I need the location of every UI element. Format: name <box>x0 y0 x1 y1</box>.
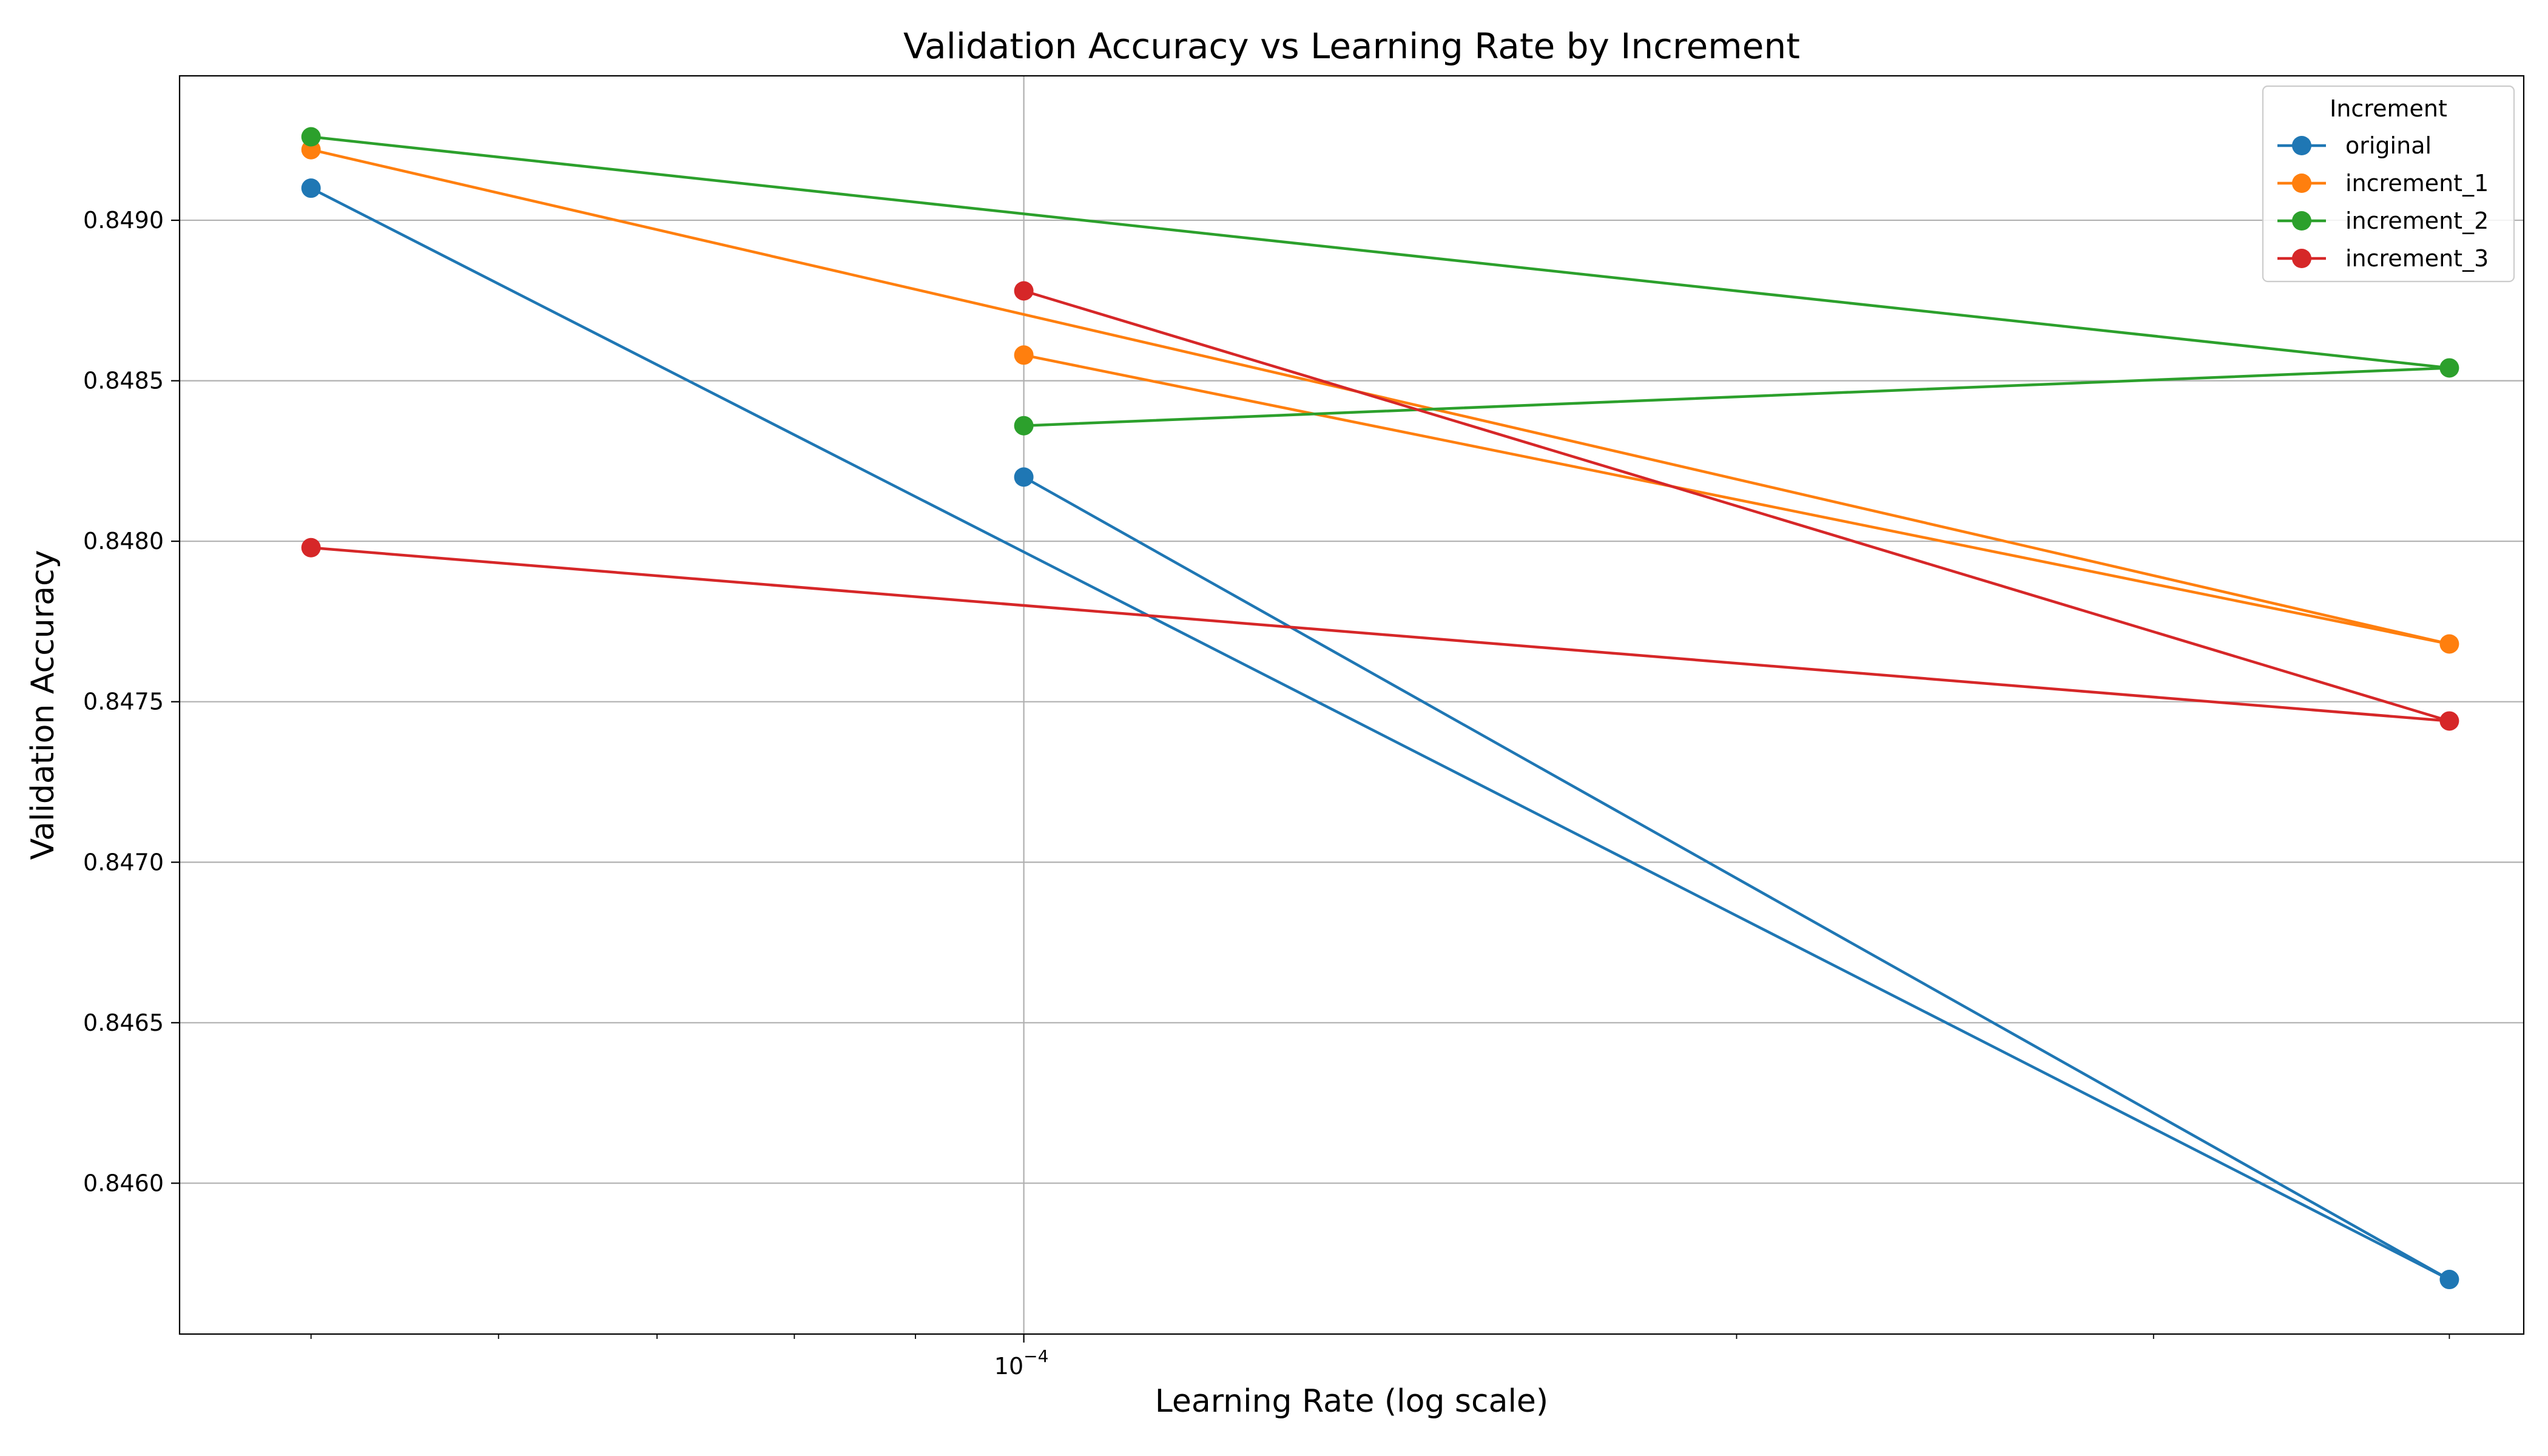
legend-marker <box>2292 211 2311 231</box>
legend-title: Increment <box>2330 95 2447 122</box>
legend-label: increment_1 <box>2345 170 2489 197</box>
legend: Increment original increment_1 increment_2i… <box>2262 85 2515 283</box>
y-tick-label: 0.8470 <box>83 849 164 875</box>
data-point-increment_3 <box>301 538 321 558</box>
legend-box <box>2262 85 2515 283</box>
chart-title: Validation Accuracy vs Learning Rate by … <box>903 25 1800 67</box>
data-point-increment_3 <box>2439 711 2459 731</box>
data-point-increment_2 <box>2439 358 2459 378</box>
series-increment_3 <box>301 281 2459 731</box>
axes: 0.8460 0.8465 0.8470 0.8475 0.8480 0.8485 0.84… <box>83 207 2450 1380</box>
data-point-increment_1 <box>2439 634 2459 654</box>
data-point-increment_3 <box>1014 281 1034 301</box>
legend-label: increment_3 <box>2345 245 2489 272</box>
data-point-original <box>301 178 321 198</box>
data-point-increment_1 <box>1014 345 1034 365</box>
data-point-increment_2 <box>301 127 321 147</box>
y-tick-label: 0.8465 <box>83 1009 164 1036</box>
data-point-original <box>2439 1270 2459 1290</box>
legend-entry-increment_3: increment_3 <box>2277 245 2489 272</box>
y-tick-label: 0.8485 <box>83 368 164 394</box>
y-tick-label: 0.8480 <box>83 528 164 554</box>
series-original <box>301 178 2459 1290</box>
y-tick-label: 0.8475 <box>83 689 164 715</box>
series-increment_2 <box>301 127 2459 436</box>
series <box>301 127 2459 1290</box>
legend-entry-increment_1: increment_1 <box>2277 170 2489 197</box>
y-axis-label: Validation Accuracy <box>25 550 61 860</box>
data-point-original <box>1014 467 1034 487</box>
legend-marker <box>2292 136 2311 155</box>
legend-marker <box>2292 174 2311 193</box>
data-point-increment_2 <box>1014 416 1034 436</box>
x-tick-label: 10−4 <box>994 1346 1049 1380</box>
legend-entry-original: original <box>2277 132 2432 159</box>
y-tick-label: 0.8460 <box>83 1170 164 1196</box>
y-tick-label: 0.8490 <box>83 207 164 234</box>
legend-marker <box>2292 249 2311 268</box>
legend-label: original <box>2345 132 2432 159</box>
legend-label: increment_2 <box>2345 207 2489 234</box>
series-increment_1 <box>301 140 2459 654</box>
legend-entry-increment_2: increment_2 <box>2277 207 2489 234</box>
x-axis-label: Learning Rate (log scale) <box>1155 1383 1548 1420</box>
grid-lines <box>180 76 2524 1334</box>
plot-frame <box>178 75 2525 1335</box>
